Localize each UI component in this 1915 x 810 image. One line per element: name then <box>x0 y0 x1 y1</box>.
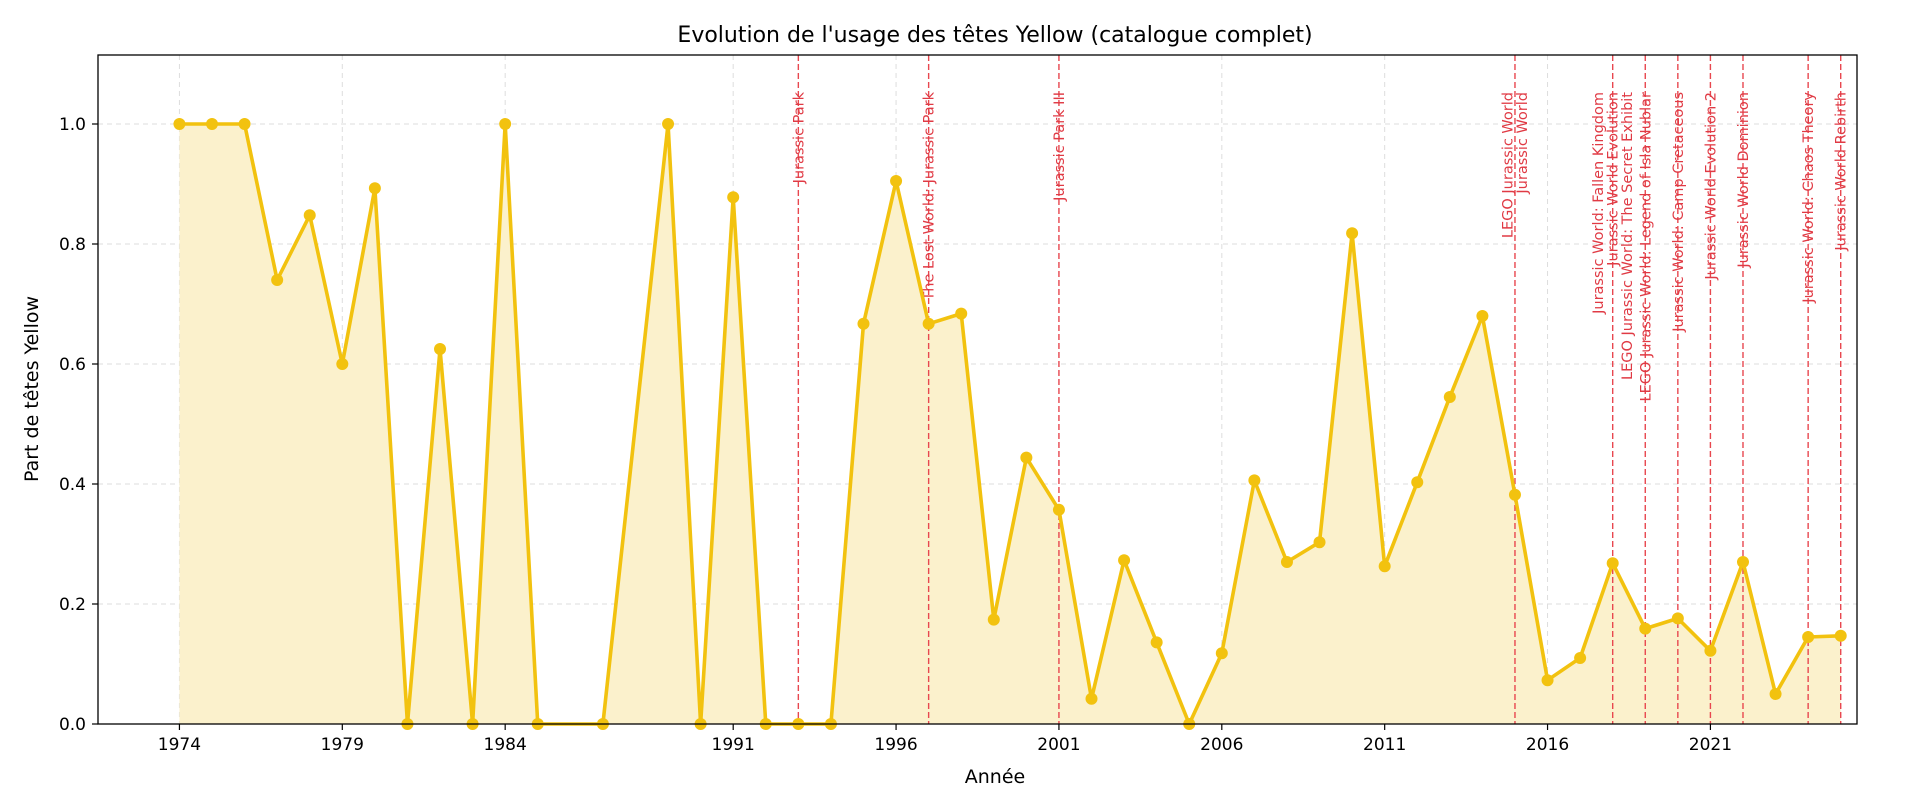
data-point <box>336 358 349 370</box>
data-point <box>1118 554 1131 567</box>
x-tick-label: 2021 <box>1689 735 1732 755</box>
event-label: Jurassic World: Camp Cretaceous <box>1671 92 1687 333</box>
data-point <box>368 182 381 195</box>
chart-title: Evolution de l'usage des têtes Yellow (c… <box>677 23 1312 48</box>
plot-frame <box>97 54 1858 725</box>
data-point <box>1508 488 1521 501</box>
data-point <box>173 118 186 130</box>
data-point <box>238 118 251 130</box>
data-point <box>955 307 968 320</box>
event-label: Jurassic World: Chaos Theory <box>1801 92 1817 304</box>
x-tick-label: 1984 <box>484 735 527 755</box>
event-label: Jurassic Park III <box>1052 92 1068 202</box>
data-point <box>1606 557 1619 570</box>
data-point <box>271 274 284 286</box>
data-point <box>499 118 512 130</box>
x-axis: 1974 1979 1984 1991 1996 2001 2006 2011 2016 2021 <box>158 724 1732 755</box>
series-line <box>179 122 1841 726</box>
data-point <box>1248 474 1261 487</box>
data-point <box>206 118 219 130</box>
data-point <box>890 175 903 187</box>
data-point <box>987 613 1000 626</box>
y-tick-label: 0.0 <box>59 715 86 735</box>
x-tick-label: 2001 <box>1037 735 1080 755</box>
y-tick-label: 0.6 <box>59 355 86 375</box>
event-label: The Lost World: Jurassic Park <box>922 91 938 301</box>
y-tick-label: 0.8 <box>59 235 86 255</box>
data-point <box>1411 476 1424 489</box>
data-line <box>179 122 1841 726</box>
data-point <box>1541 674 1554 687</box>
y-tick-label: 0.2 <box>59 595 86 615</box>
data-point <box>434 343 447 355</box>
event-label: Jurassic World Rebirth <box>1834 92 1850 252</box>
data-point <box>727 191 740 204</box>
data-point <box>857 317 870 330</box>
y-axis-title: Part de têtes Yellow <box>21 296 43 482</box>
data-point <box>662 118 675 130</box>
event-label: Jurassic World Dominion <box>1736 92 1752 269</box>
data-point <box>1443 391 1456 403</box>
data-point <box>1313 536 1326 549</box>
event-label: Jurassic Park <box>791 91 807 184</box>
area-fill-path <box>179 124 1841 724</box>
y-tick-label: 0.4 <box>59 475 86 495</box>
data-point <box>1704 644 1717 657</box>
event-markers: Jurassic Park The Lost World: Jurassic Pa… <box>791 55 1850 724</box>
data-point <box>1834 629 1847 642</box>
data-point <box>1085 692 1098 705</box>
x-tick-label: 2016 <box>1526 735 1569 755</box>
data-point <box>1346 227 1359 240</box>
x-axis-title: Année <box>965 766 1025 788</box>
data-points <box>173 118 1847 730</box>
x-tick-label: 1991 <box>712 735 755 755</box>
y-tick-label: 1.0 <box>59 115 86 135</box>
event-label: LEGO Jurassic World: Legend of Isla Nubl… <box>1638 92 1654 402</box>
event-label: Jurassic World Evolution 2 <box>1703 92 1719 281</box>
data-point <box>1736 556 1749 568</box>
event-label: Jurassic World <box>1515 92 1531 195</box>
data-point <box>1052 503 1065 516</box>
y-axis: 0.0 0.2 0.4 0.6 0.8 1.0 <box>59 115 98 735</box>
x-tick-label: 1996 <box>874 735 917 755</box>
data-point <box>1802 631 1815 643</box>
data-point <box>1574 652 1587 664</box>
x-tick-label: 2006 <box>1200 735 1243 755</box>
data-point <box>1215 647 1228 660</box>
event-label: Jurassic World: Fallen Kingdom <box>1591 92 1607 315</box>
data-point <box>1280 556 1293 568</box>
data-point <box>1769 688 1782 700</box>
x-tick-label: 1974 <box>158 735 201 755</box>
event-label: Jurassic World Evolution <box>1606 92 1622 267</box>
data-point <box>1671 612 1684 625</box>
area-fill <box>179 124 1841 724</box>
data-point <box>303 209 316 222</box>
data-point <box>1020 451 1033 464</box>
event-label: LEGO Jurassic World <box>1501 92 1517 238</box>
data-point <box>1639 622 1652 635</box>
data-point <box>922 317 935 330</box>
data-point <box>1378 560 1391 573</box>
event-label: LEGO Jurassic World: The Secret Exhibit <box>1620 92 1636 380</box>
data-point <box>1150 636 1163 649</box>
x-tick-label: 2011 <box>1363 735 1406 755</box>
data-point <box>1476 310 1489 322</box>
x-tick-label: 1979 <box>321 735 364 755</box>
